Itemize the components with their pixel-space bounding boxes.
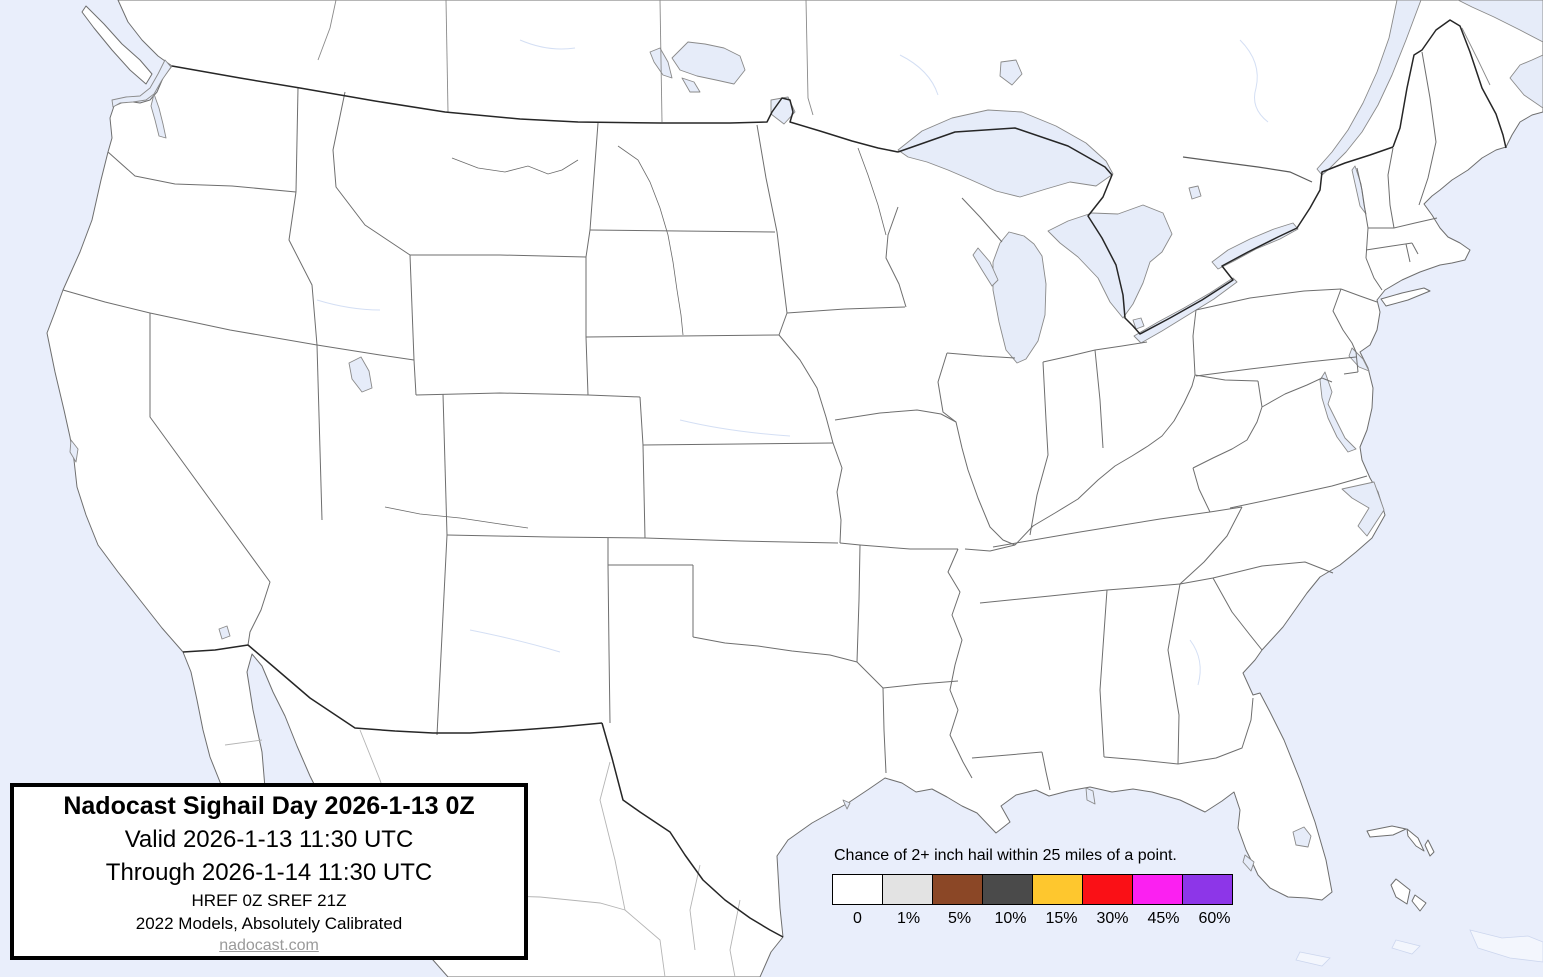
legend-label-15%: 15% [1045, 910, 1078, 927]
legend-swatch-45% [1132, 874, 1183, 905]
legend-swatch-60% [1182, 874, 1233, 905]
legend-label-row: 0 1% 5% 10% 15% 30% 45% 60% [832, 910, 1242, 928]
hail-probability-legend: Chance of 2+ inch hail within 25 miles o… [832, 847, 1242, 928]
legend-label-1%: 1% [896, 910, 921, 927]
legend-swatch-1% [882, 874, 933, 905]
legend-label-10%: 10% [994, 910, 1027, 927]
legend-title: Chance of 2+ inch hail within 25 miles o… [834, 847, 1177, 864]
forecast-title-box: Nadocast Sighail Day 2026-1-13 0Z Valid … [10, 783, 528, 960]
state-borders [62, 51, 1438, 791]
canada-provincial-borders [317, 0, 1491, 183]
legend-label-5%: 5% [947, 910, 972, 927]
legend-swatch-15% [1032, 874, 1083, 905]
legend-swatch-row [832, 874, 1242, 905]
lakes-and-bays [69, 0, 1543, 872]
legend-swatch-5% [932, 874, 983, 905]
legend-swatch-0 [832, 874, 883, 905]
river-lines [384, 145, 887, 529]
forecast-models: HREF 0Z SREF 21Z [191, 891, 347, 910]
legend-label-30%: 30% [1096, 910, 1129, 927]
forecast-title: Nadocast Sighail Day 2026-1-13 0Z [63, 792, 475, 820]
forecast-through-time: Through 2026-1-14 11:30 UTC [105, 859, 433, 886]
shallow-banks [1295, 929, 1543, 967]
legend-swatch-10% [982, 874, 1033, 905]
river-lines-faint [316, 39, 1269, 686]
legend-label-60%: 60% [1198, 910, 1231, 927]
legend-label-0: 0 [853, 910, 862, 927]
legend-swatch-30% [1082, 874, 1133, 905]
forecast-calibration: 2022 Models, Absolutely Calibrated [135, 914, 403, 933]
nadocast-link[interactable]: nadocast.com [219, 937, 319, 954]
national-borders [171, 19, 1507, 938]
forecast-valid-time: Valid 2026-1-13 11:30 UTC [124, 826, 414, 853]
legend-label-45%: 45% [1147, 910, 1180, 927]
